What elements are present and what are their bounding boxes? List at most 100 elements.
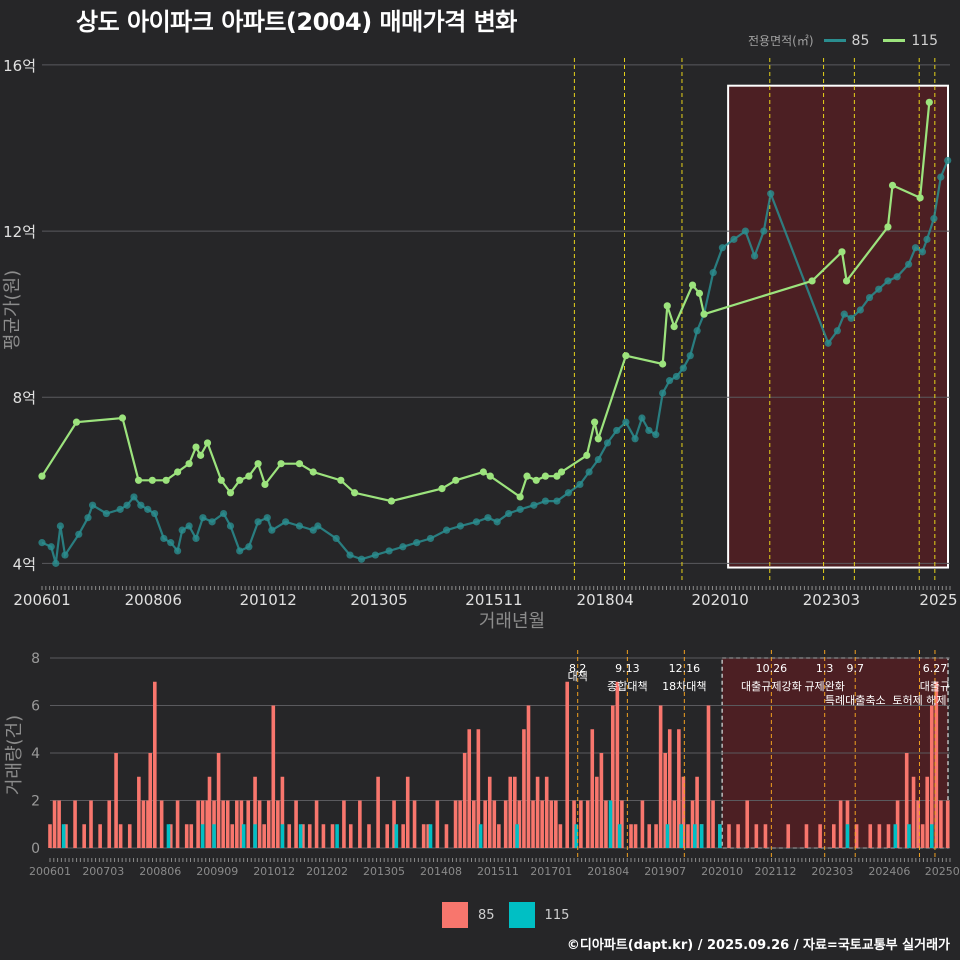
bar-85 <box>392 800 396 848</box>
data-point-115 <box>185 460 193 468</box>
bar-85 <box>633 824 638 848</box>
policy-label: 대책 <box>568 670 588 683</box>
bar-85 <box>235 800 239 848</box>
data-point-115 <box>72 418 81 426</box>
bar-85 <box>114 753 118 848</box>
policy-label: 특례대출축소 <box>825 694 886 707</box>
data-point-85 <box>130 493 138 501</box>
bar-85 <box>453 800 458 848</box>
data-point-85 <box>208 518 216 526</box>
bar-85 <box>945 800 950 848</box>
data-point-85 <box>652 431 660 439</box>
bar-85 <box>253 776 257 848</box>
data-point-115 <box>838 248 846 256</box>
bar-85 <box>599 753 604 848</box>
data-point-85 <box>160 534 168 543</box>
data-point-85 <box>174 547 182 555</box>
data-point-85 <box>631 435 639 443</box>
data-point-85 <box>456 522 464 530</box>
data-point-85 <box>426 534 435 543</box>
x-tick-label-volume: 201511 <box>477 865 519 878</box>
bar-85 <box>262 824 266 848</box>
y-tick-label-volume: 8 <box>31 651 40 667</box>
bar-85 <box>838 800 843 848</box>
x-tick-label: 201511 <box>465 591 522 609</box>
data-point-85 <box>56 522 64 530</box>
bar-85 <box>818 824 822 848</box>
bar-85 <box>929 705 934 848</box>
data-point-85 <box>659 389 667 397</box>
data-point-115 <box>277 460 285 468</box>
bar-85 <box>221 800 225 848</box>
data-point-85 <box>516 505 524 513</box>
bar-85 <box>52 800 57 848</box>
bar-85 <box>572 800 576 848</box>
bar-85 <box>358 800 362 848</box>
x-tick-label: 201012 <box>240 591 297 609</box>
bar-115 <box>394 824 399 848</box>
bar-85 <box>175 800 180 848</box>
data-point-115 <box>516 493 524 501</box>
data-point-115 <box>541 472 550 480</box>
data-point-115 <box>192 443 200 451</box>
data-point-115 <box>134 476 143 484</box>
bar-85 <box>503 800 508 848</box>
x-tick-label-volume: 201408 <box>420 865 462 878</box>
bar-85 <box>513 776 517 848</box>
data-point-85 <box>268 526 276 534</box>
policy-date: 8.2 <box>569 662 587 675</box>
bar-85 <box>544 776 549 848</box>
bar-115 <box>665 824 670 848</box>
bar-85 <box>868 824 873 848</box>
x-tick-label-volume: 201701 <box>530 865 572 878</box>
bar-115 <box>241 824 246 848</box>
bar-115 <box>280 824 285 848</box>
data-point-115 <box>670 323 678 331</box>
bar-85 <box>604 800 608 848</box>
bar-85 <box>421 824 426 848</box>
data-point-115 <box>925 98 933 106</box>
bar-85 <box>230 824 235 848</box>
x-tick-label-volume: 202112 <box>754 865 796 878</box>
data-point-85 <box>102 509 110 518</box>
bar-85 <box>727 824 731 848</box>
x-tick-label: 201305 <box>350 591 407 609</box>
data-point-85 <box>865 293 874 302</box>
data-point-85 <box>144 505 152 513</box>
bar-85 <box>276 800 280 848</box>
bar-85 <box>595 776 599 848</box>
data-point-115 <box>387 497 396 505</box>
bar-85 <box>82 824 86 848</box>
bar-85 <box>280 776 285 848</box>
data-point-85 <box>693 327 701 335</box>
data-point-115 <box>663 302 671 310</box>
y-tick-label: 8억 <box>13 389 36 407</box>
data-point-115 <box>295 460 304 468</box>
bar-85 <box>763 824 768 848</box>
data-point-85 <box>61 551 69 559</box>
data-point-115 <box>583 451 591 459</box>
bar-85 <box>426 824 431 848</box>
x-tick-label: 200601 <box>13 591 70 609</box>
bar-85 <box>916 800 920 848</box>
data-point-85 <box>930 215 938 223</box>
bar-85 <box>73 800 77 848</box>
x-tick-label-volume: 200806 <box>139 865 181 878</box>
bar-85 <box>342 800 346 848</box>
bar-85 <box>615 681 620 848</box>
bar-85 <box>271 705 276 848</box>
x-tick-label-volume: 200703 <box>82 865 124 878</box>
bar-85 <box>745 800 750 848</box>
bar-115 <box>929 824 934 848</box>
x-tick-label-volume: 201305 <box>363 865 405 878</box>
data-point-85 <box>245 543 253 551</box>
data-point-85 <box>585 468 593 476</box>
data-point-85 <box>442 526 451 534</box>
data-point-115 <box>888 181 897 189</box>
bar-85 <box>620 800 624 848</box>
policy-label: 18차대책 <box>662 680 706 693</box>
legend-swatch-85-volume <box>442 902 468 928</box>
bar-85 <box>487 776 492 848</box>
bar-85 <box>216 753 221 848</box>
data-point-85 <box>622 418 630 426</box>
